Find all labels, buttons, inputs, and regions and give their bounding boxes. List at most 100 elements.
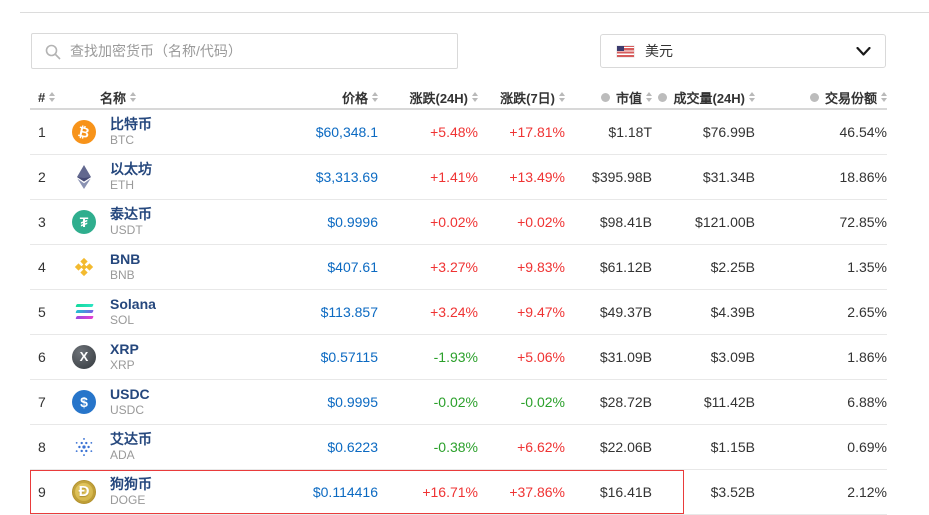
rank-cell: 6 [38, 349, 46, 365]
share-cell: 2.65% [847, 304, 887, 320]
rank-cell: 3 [38, 214, 46, 230]
change7d-cell: +6.62% [517, 439, 565, 455]
market-cap-cell: $28.72B [599, 394, 652, 410]
info-dot-icon[interactable] [600, 92, 610, 102]
change24h-cell: +1.41% [430, 169, 478, 185]
rank-cell: 1 [38, 124, 46, 140]
sort-icon[interactable] [646, 92, 652, 102]
currency-selected-label: 美元 [645, 43, 673, 59]
us-flag-icon [617, 45, 634, 57]
table-row-xrp[interactable]: 6 X XRP XRP $0.57115 -1.93% +5.06% $31.09… [30, 335, 887, 380]
header-rank[interactable]: # [30, 90, 70, 105]
table-row-doge[interactable]: 9 Ð 狗狗币 DOGE $0.114416 +16.71% +37.86% $1… [30, 470, 887, 515]
currency-select[interactable]: 美元 [600, 34, 886, 68]
btc-icon: ₿ [72, 119, 96, 144]
sort-icon[interactable] [749, 92, 755, 102]
change24h-cell: +3.24% [430, 304, 478, 320]
coin-symbol: USDC [110, 403, 145, 418]
share-cell: 2.12% [847, 484, 887, 500]
header-name[interactable]: 名称 [70, 88, 263, 107]
header-market-cap[interactable]: 市值 [565, 88, 652, 107]
price-cell: $113.857 [320, 304, 378, 320]
change7d-cell: +13.49% [509, 169, 565, 185]
coin-name-link[interactable]: 比特币 [110, 116, 152, 133]
change24h-cell: -0.02% [433, 394, 478, 410]
change24h-cell: -0.38% [433, 439, 478, 455]
change24h-cell: +16.71% [422, 484, 478, 500]
xrp-icon: X [72, 344, 96, 369]
search-input[interactable] [32, 34, 457, 68]
header-volume24h[interactable]: 成交量(24H) [652, 88, 755, 107]
coin-name-link[interactable]: BNB [110, 251, 141, 268]
top-divider [20, 12, 929, 13]
coin-name-link[interactable]: 艾达币 [110, 431, 152, 448]
change7d-cell: +9.83% [517, 259, 565, 275]
share-cell: 6.88% [847, 394, 887, 410]
coin-name-link[interactable]: XRP [110, 341, 139, 358]
coin-symbol: BNB [110, 268, 135, 283]
sort-icon[interactable] [372, 92, 378, 102]
change24h-cell: +3.27% [430, 259, 478, 275]
share-cell: 1.86% [847, 349, 887, 365]
chevron-down-icon [856, 46, 871, 56]
table-row-sol[interactable]: 5 Solana SOL $113.857 +3.24% +9.47% $49.3… [30, 290, 887, 335]
share-cell: 1.35% [847, 259, 887, 275]
volume24h-cell: $2.25B [710, 259, 755, 275]
sort-icon[interactable] [881, 92, 887, 102]
change24h-cell: -1.93% [433, 349, 478, 365]
volume24h-cell: $31.34B [702, 169, 755, 185]
volume24h-cell: $121.00B [695, 214, 755, 230]
header-change7d[interactable]: 涨跌(7日) [478, 88, 565, 107]
table-row-ada[interactable]: 8 艾达币 ADA $0.6223 -0.38% +6.62% $22.06B $… [30, 425, 887, 470]
coin-name-link[interactable]: USDC [110, 386, 150, 403]
sort-icon[interactable] [130, 92, 137, 102]
coin-name-link[interactable]: 以太坊 [110, 161, 152, 178]
table-row-usdc[interactable]: 7 $ USDC USDC $0.9995 -0.02% -0.02% $28.7… [30, 380, 887, 425]
table-row-eth[interactable]: 2 以太坊 ETH $3,313.69 +1.41% +13.49% $395.9… [30, 155, 887, 200]
sort-icon[interactable] [49, 92, 56, 102]
header-price[interactable]: 价格 [263, 88, 378, 107]
toolbar: 美元 [0, 33, 929, 69]
share-cell: 46.54% [839, 124, 887, 140]
price-cell: $0.114416 [312, 484, 378, 500]
price-cell: $0.57115 [320, 349, 378, 365]
ada-icon [72, 435, 96, 459]
market-cap-cell: $1.18T [608, 124, 652, 140]
coin-name-link[interactable]: Solana [110, 296, 156, 313]
table-row-btc[interactable]: 1 ₿ 比特币 BTC $60,348.1 +5.48% +17.81% $1.1… [30, 110, 887, 155]
change7d-cell: +5.06% [517, 349, 565, 365]
volume24h-cell: $3.52B [710, 484, 755, 500]
info-dot-icon[interactable] [809, 92, 819, 102]
volume24h-cell: $11.42B [703, 394, 755, 410]
header-change24h[interactable]: 涨跌(24H) [378, 88, 478, 107]
price-cell: $60,348.1 [315, 124, 378, 140]
volume24h-cell: $1.15B [710, 439, 755, 455]
crypto-table: # 名称 价格 涨跌(24H) 涨跌(7日) 市值 成交量(24H) 交易份额 … [30, 86, 887, 515]
rank-cell: 8 [38, 439, 46, 455]
coin-symbol: USDT [110, 223, 143, 238]
table-header-row: # 名称 价格 涨跌(24H) 涨跌(7日) 市值 成交量(24H) 交易份额 [30, 86, 887, 110]
change7d-cell: +0.02% [517, 214, 565, 230]
rank-cell: 7 [38, 394, 46, 410]
rank-cell: 5 [38, 304, 46, 320]
coin-symbol: BTC [110, 133, 134, 148]
header-share[interactable]: 交易份额 [755, 88, 887, 107]
coin-name-link[interactable]: 狗狗币 [110, 476, 152, 493]
search-box[interactable] [31, 33, 458, 69]
info-dot-icon[interactable] [658, 92, 668, 102]
sort-icon[interactable] [472, 92, 478, 102]
price-cell: $407.61 [327, 259, 378, 275]
table-row-usdt[interactable]: 3 ₮ 泰达币 USDT $0.9996 +0.02% +0.02% $98.41… [30, 200, 887, 245]
change24h-cell: +5.48% [430, 124, 478, 140]
price-cell: $0.6223 [327, 439, 378, 455]
coin-symbol: XRP [110, 358, 135, 373]
market-cap-cell: $98.41B [599, 214, 652, 230]
sort-icon[interactable] [559, 92, 565, 102]
market-cap-cell: $31.09B [599, 349, 652, 365]
table-row-bnb[interactable]: 4 BNB BNB $407.61 +3.27% +9.83% $61.12B $… [30, 245, 887, 290]
sol-icon [72, 300, 96, 324]
volume24h-cell: $76.99B [702, 124, 755, 140]
coin-name-link[interactable]: 泰达币 [110, 206, 152, 223]
change24h-cell: +0.02% [430, 214, 478, 230]
market-cap-cell: $22.06B [599, 439, 652, 455]
